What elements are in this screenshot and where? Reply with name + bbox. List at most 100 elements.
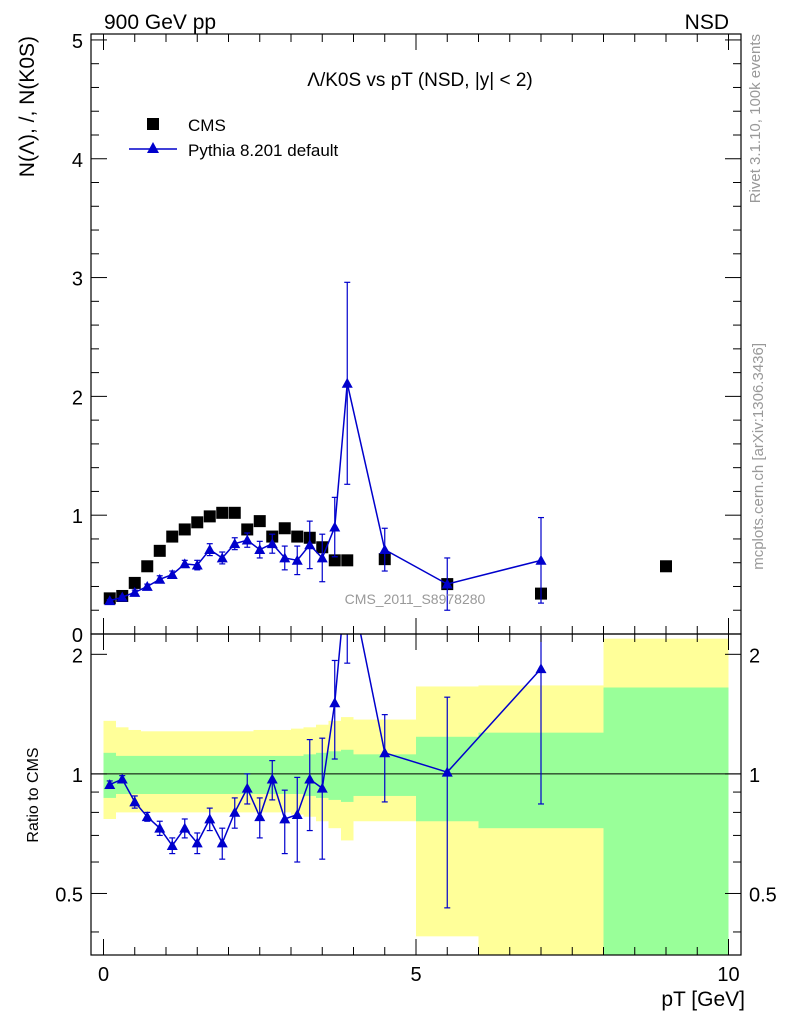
main-y-tick-label: 3 <box>72 269 83 291</box>
cms-point <box>291 530 304 543</box>
ratio-point <box>229 806 241 817</box>
band-inner-bin <box>228 755 241 794</box>
cms-point <box>253 515 266 528</box>
band-inner-bin <box>291 755 304 794</box>
mcplots-label: mcplots.cern.ch [arXiv:1306.3436] <box>750 343 767 570</box>
ratio-point <box>204 813 216 824</box>
x-tick-label: 5 <box>410 964 421 986</box>
pythia-point <box>104 595 116 606</box>
ratio-y-axis-label: Ratio to CMS <box>25 747 42 842</box>
ratio-point <box>116 773 128 784</box>
analysis-watermark: CMS_2011_S8978280 <box>345 591 486 607</box>
pythia-point <box>379 544 391 555</box>
ratio-point <box>535 663 547 674</box>
band-inner-bin <box>153 755 166 794</box>
ratio-y-tick-label-right: 0.5 <box>749 884 777 906</box>
pythia-point <box>316 552 328 563</box>
pythia-point <box>229 538 241 549</box>
main-y-tick-label: 4 <box>72 150 83 172</box>
ratio-point <box>291 809 303 819</box>
band-inner-bin <box>166 755 179 794</box>
ratio-point <box>104 779 116 789</box>
main-y-tick-label: 0 <box>72 625 83 647</box>
ratio-point <box>329 697 341 708</box>
band-inner-bin <box>141 755 154 794</box>
main-y-tick-label: 5 <box>72 31 83 53</box>
pythia-point <box>254 544 266 555</box>
cms-point <box>216 506 229 519</box>
ratio-point <box>241 782 253 793</box>
pythia-point <box>141 580 153 591</box>
cms-point <box>166 530 179 543</box>
pythia-point <box>341 377 353 388</box>
cms-point <box>128 576 141 589</box>
main-y-tick-label: 1 <box>72 506 83 528</box>
pythia-point <box>329 521 341 532</box>
x-tick-label: 10 <box>717 964 739 986</box>
ratio-point <box>279 813 291 824</box>
cms-point <box>278 522 291 535</box>
ratio-point <box>266 773 278 784</box>
legend-cms-label: CMS <box>188 116 226 135</box>
main-plot-data <box>103 281 672 611</box>
pythia-point <box>266 538 278 549</box>
cms-point <box>178 523 191 536</box>
header-collision-label: 900 GeV pp <box>104 11 216 34</box>
ratio-uncertainty-bands <box>103 638 729 955</box>
pythia-point <box>441 578 453 589</box>
cms-point <box>141 560 154 573</box>
cms-point <box>203 510 216 523</box>
cms-point <box>341 554 354 567</box>
legend-mc-marker <box>147 142 159 153</box>
band-inner-bin <box>341 749 354 802</box>
cms-point <box>660 560 672 573</box>
band-inner-bin <box>603 687 729 955</box>
band-inner-bin <box>203 755 216 794</box>
ratio-point <box>154 822 166 833</box>
ratio-y-tick-label: 0.5 <box>55 884 83 906</box>
pythia-point <box>116 591 128 602</box>
band-inner-bin <box>253 755 266 794</box>
ratio-point <box>141 811 153 822</box>
ratio-plot-data <box>104 634 547 909</box>
ratio-y-tick-label: 2 <box>72 645 83 667</box>
ratio-y-tick-label: 1 <box>72 765 83 787</box>
ratio-point <box>216 837 228 848</box>
band-inner-bin <box>103 752 116 798</box>
pythia-point <box>129 586 141 597</box>
main-y-axis-label: N(Λ), /, N(K0S) <box>16 36 39 177</box>
ratio-y-tick-label-right: 2 <box>749 645 760 667</box>
ratio-point <box>166 840 178 850</box>
main-y-tick-label: 2 <box>72 387 83 409</box>
pythia-point <box>279 552 291 563</box>
ratio-point <box>441 766 453 777</box>
ratio-y-tick-label-right: 1 <box>749 765 760 787</box>
band-inner-bin <box>278 755 291 794</box>
pythia-point <box>535 554 547 565</box>
pythia-point <box>304 539 316 550</box>
plot-title: Λ/K0S vs pT (NSD, |y| < 2) <box>307 70 532 91</box>
legend-mc-label: Pythia 8.201 default <box>188 141 339 160</box>
cms-point <box>153 544 166 557</box>
band-inner-bin <box>328 751 341 800</box>
band-inner-bin <box>128 755 141 794</box>
cms-point <box>228 506 241 519</box>
ratio-point <box>129 796 141 807</box>
ratio-point <box>191 837 203 848</box>
pythia-point <box>216 552 228 563</box>
pythia-point <box>166 569 178 579</box>
ratio-point <box>179 822 191 833</box>
pythia-point <box>241 534 253 545</box>
pythia-point <box>191 559 203 570</box>
legend: CMS Pythia 8.201 default <box>129 116 339 160</box>
ratio-series-group <box>104 634 547 909</box>
band-inner-bin <box>191 755 204 794</box>
x-axis-label: pT [GeV] <box>661 988 745 1011</box>
header-process-label: NSD <box>685 11 729 34</box>
x-tick-label: 0 <box>98 964 109 986</box>
band-inner-bin <box>216 755 229 794</box>
band-inner-bin <box>178 755 191 794</box>
pythia-point <box>291 554 303 565</box>
legend-cms-marker <box>147 118 159 130</box>
